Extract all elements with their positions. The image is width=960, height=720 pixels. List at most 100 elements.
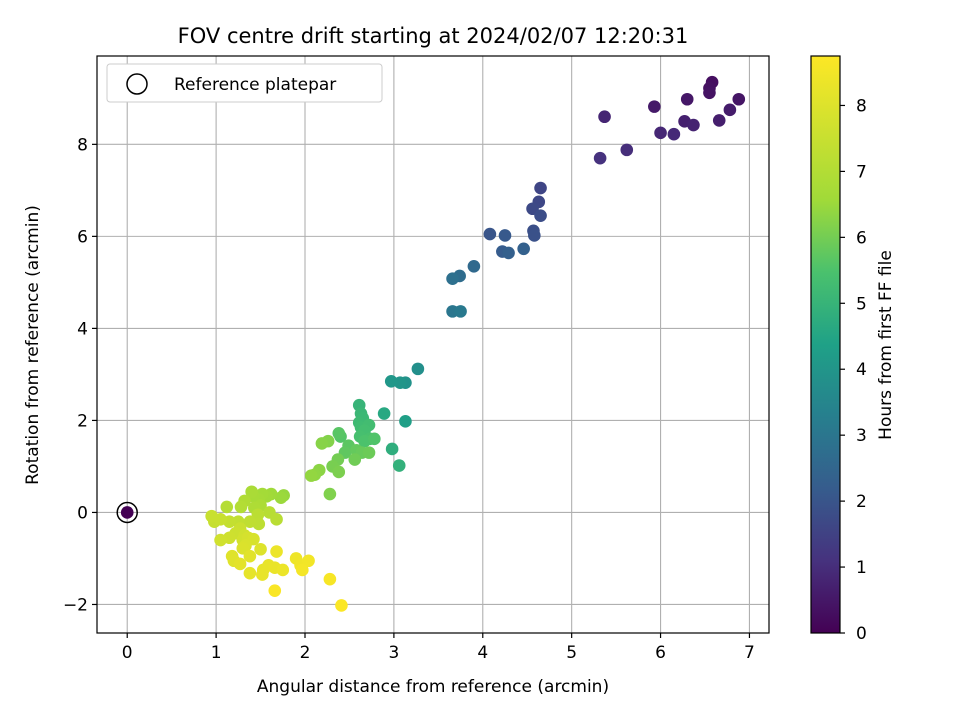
data-point	[243, 515, 257, 528]
colorbar-tick-label: 3	[856, 426, 867, 446]
data-point	[234, 500, 248, 514]
data-point	[534, 209, 547, 222]
x-tick-label: 5	[566, 643, 577, 663]
data-point	[315, 437, 329, 450]
colorbar-label: Hours from first FF file	[876, 250, 896, 440]
data-point	[304, 469, 318, 482]
x-tick-label: 4	[477, 643, 488, 663]
x-tick-label: 6	[655, 643, 666, 663]
data-point	[654, 126, 667, 140]
data-point	[243, 549, 257, 563]
data-point	[467, 259, 481, 273]
data-points	[120, 75, 746, 612]
data-point	[256, 568, 269, 581]
data-point	[385, 442, 399, 456]
data-point	[377, 407, 391, 420]
x-axis-ticks: 0 1 2 3 4 5 6 7	[122, 633, 755, 663]
data-point	[245, 485, 258, 499]
data-point	[276, 563, 290, 577]
data-point	[384, 375, 398, 388]
y-axis-ticks: −2 0 2 4 6 8	[63, 135, 97, 615]
colorbar-gradient	[810, 55, 841, 634]
data-point	[723, 103, 737, 117]
y-tick-label: 4	[77, 319, 88, 339]
data-point	[392, 459, 406, 472]
data-point	[620, 143, 634, 157]
plot-frame	[96, 55, 770, 634]
data-point	[368, 432, 381, 446]
data-point	[220, 500, 234, 514]
legend-label: Reference platepar	[174, 75, 336, 95]
colorbar-tick-label: 6	[856, 228, 867, 248]
data-point	[302, 554, 315, 568]
data-point	[332, 427, 346, 440]
data-point	[399, 415, 412, 428]
y-tick-label: 0	[77, 503, 88, 523]
x-tick-label: 3	[388, 643, 399, 663]
data-point	[598, 110, 611, 124]
data-point	[593, 151, 607, 165]
x-tick-label: 0	[122, 643, 133, 663]
data-point	[712, 114, 726, 127]
reference-point	[116, 501, 138, 524]
data-point	[254, 542, 267, 556]
colorbar-ticks: 0 1 2 3 4 5 6 7 8	[840, 96, 867, 644]
data-point	[411, 362, 425, 376]
data-point	[348, 453, 362, 466]
x-tick-label: 2	[300, 643, 311, 663]
data-point	[534, 181, 547, 195]
colorbar-tick-label: 2	[856, 492, 867, 512]
data-point	[362, 446, 376, 459]
data-point	[335, 599, 348, 612]
data-point	[268, 584, 282, 597]
data-point	[687, 118, 700, 132]
colorbar: 0 1 2 3 4 5 6 7 8 Hours from first FF file	[810, 55, 896, 644]
colorbar-tick-label: 0	[856, 624, 867, 644]
colorbar-tick-label: 1	[856, 558, 867, 578]
legend-box	[106, 63, 383, 103]
data-point	[680, 92, 694, 106]
colorbar-tick-label: 4	[856, 360, 867, 380]
x-axis-label: Angular distance from reference (arcmin)	[257, 677, 609, 697]
data-point	[517, 242, 530, 256]
colorbar-tick-label: 7	[856, 162, 867, 182]
colorbar-tick-label: 8	[856, 96, 867, 116]
data-point	[446, 272, 459, 286]
data-point	[732, 92, 746, 106]
data-point	[502, 246, 515, 260]
data-point	[243, 566, 257, 580]
data-point	[483, 227, 497, 241]
data-point	[233, 557, 247, 571]
x-tick-label: 1	[211, 643, 222, 663]
data-point	[332, 465, 346, 479]
y-tick-label: 2	[77, 411, 88, 431]
data-point	[323, 572, 337, 586]
data-point	[358, 434, 371, 448]
y-tick-label: −2	[63, 595, 88, 615]
data-point	[120, 506, 134, 519]
data-point	[667, 127, 681, 141]
grid	[97, 56, 769, 633]
data-point	[270, 545, 283, 558]
data-point	[274, 491, 288, 505]
data-point	[323, 487, 337, 501]
y-axis-label: Rotation from reference (arcmin)	[23, 205, 43, 485]
data-point	[498, 229, 512, 242]
data-point	[648, 100, 661, 113]
colorbar-tick-label: 5	[856, 294, 867, 314]
y-tick-label: 6	[77, 227, 88, 247]
chart-title: FOV centre drift starting at 2024/02/07 …	[178, 24, 689, 48]
data-point	[528, 229, 541, 242]
legend-reference-marker	[126, 73, 148, 95]
legend: Reference platepar	[106, 63, 383, 103]
data-point	[296, 563, 309, 577]
data-point	[214, 533, 227, 547]
reference-marker	[116, 501, 138, 524]
data-point	[703, 86, 716, 100]
data-point	[270, 513, 283, 526]
y-tick-label: 8	[77, 135, 88, 155]
x-tick-label: 7	[744, 643, 755, 663]
data-point	[454, 305, 467, 318]
data-point	[214, 513, 227, 526]
